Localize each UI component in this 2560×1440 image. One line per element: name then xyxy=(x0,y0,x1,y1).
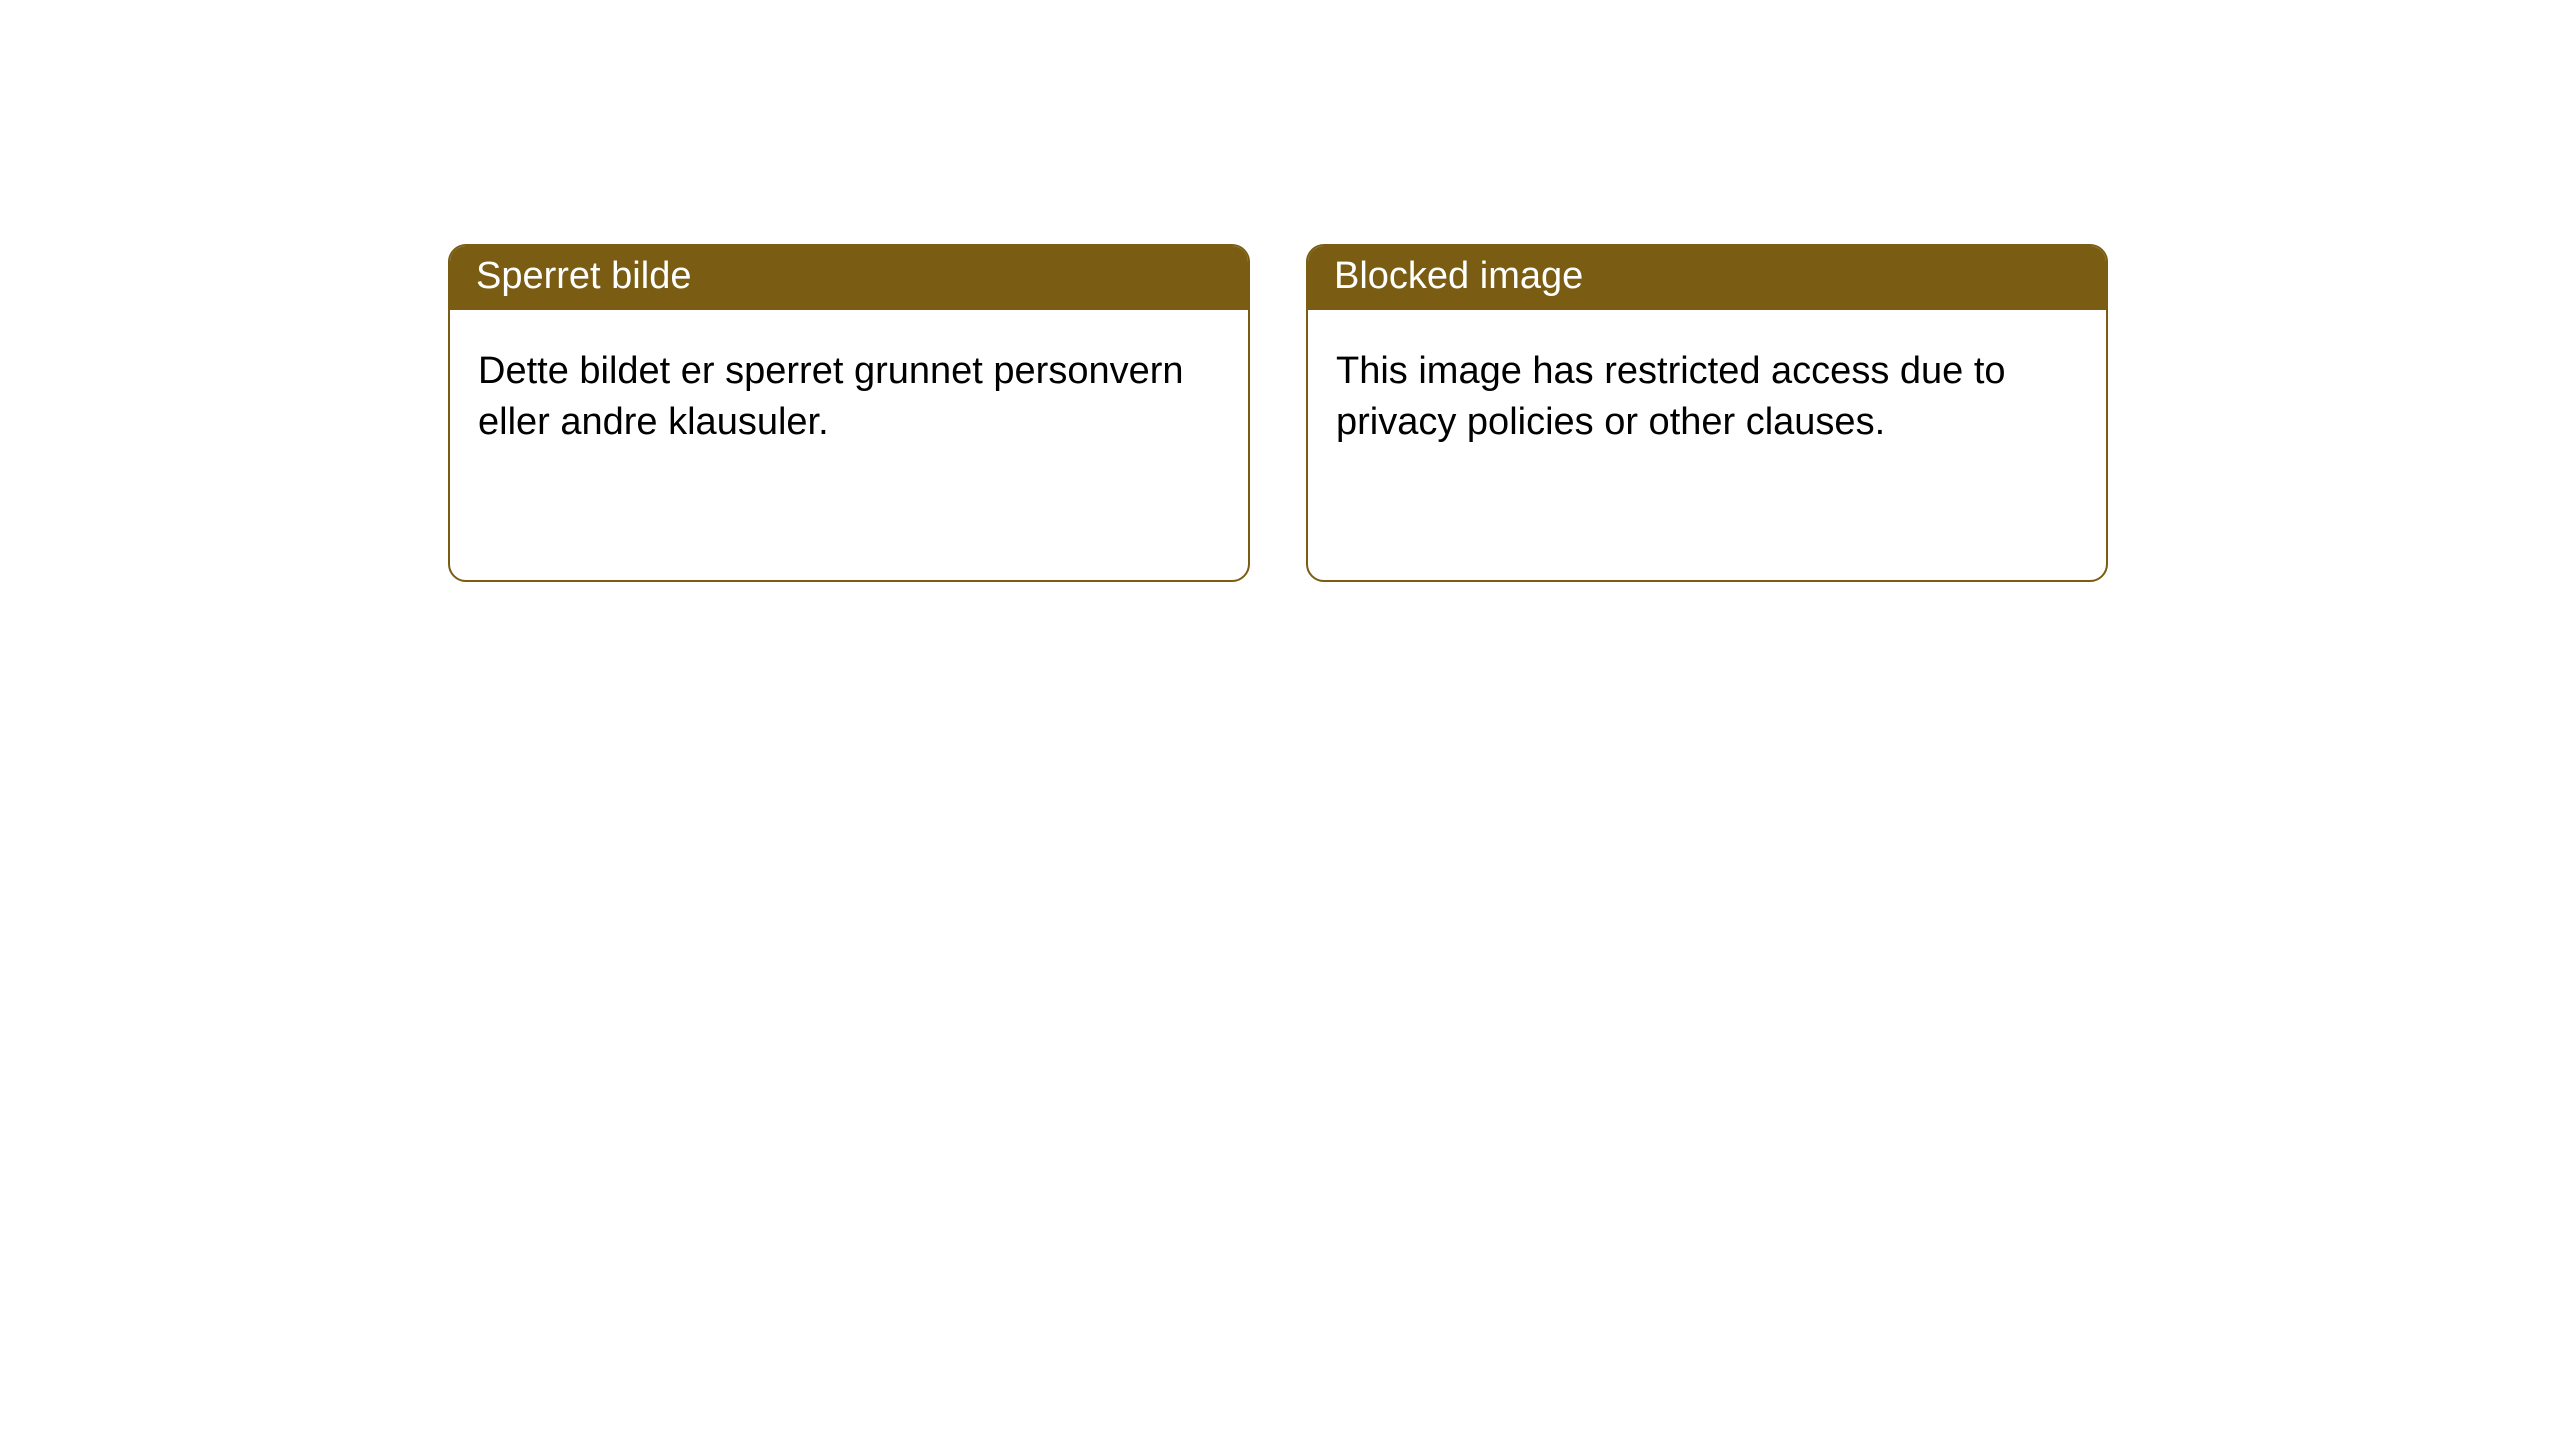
notice-card-message: Dette bildet er sperret grunnet personve… xyxy=(450,310,1248,477)
notice-card-english: Blocked image This image has restricted … xyxy=(1306,244,2108,582)
notice-container: Sperret bilde Dette bildet er sperret gr… xyxy=(0,0,2560,582)
notice-card-message: This image has restricted access due to … xyxy=(1308,310,2106,477)
notice-card-title: Sperret bilde xyxy=(450,246,1248,310)
notice-card-title: Blocked image xyxy=(1308,246,2106,310)
notice-card-norwegian: Sperret bilde Dette bildet er sperret gr… xyxy=(448,244,1250,582)
